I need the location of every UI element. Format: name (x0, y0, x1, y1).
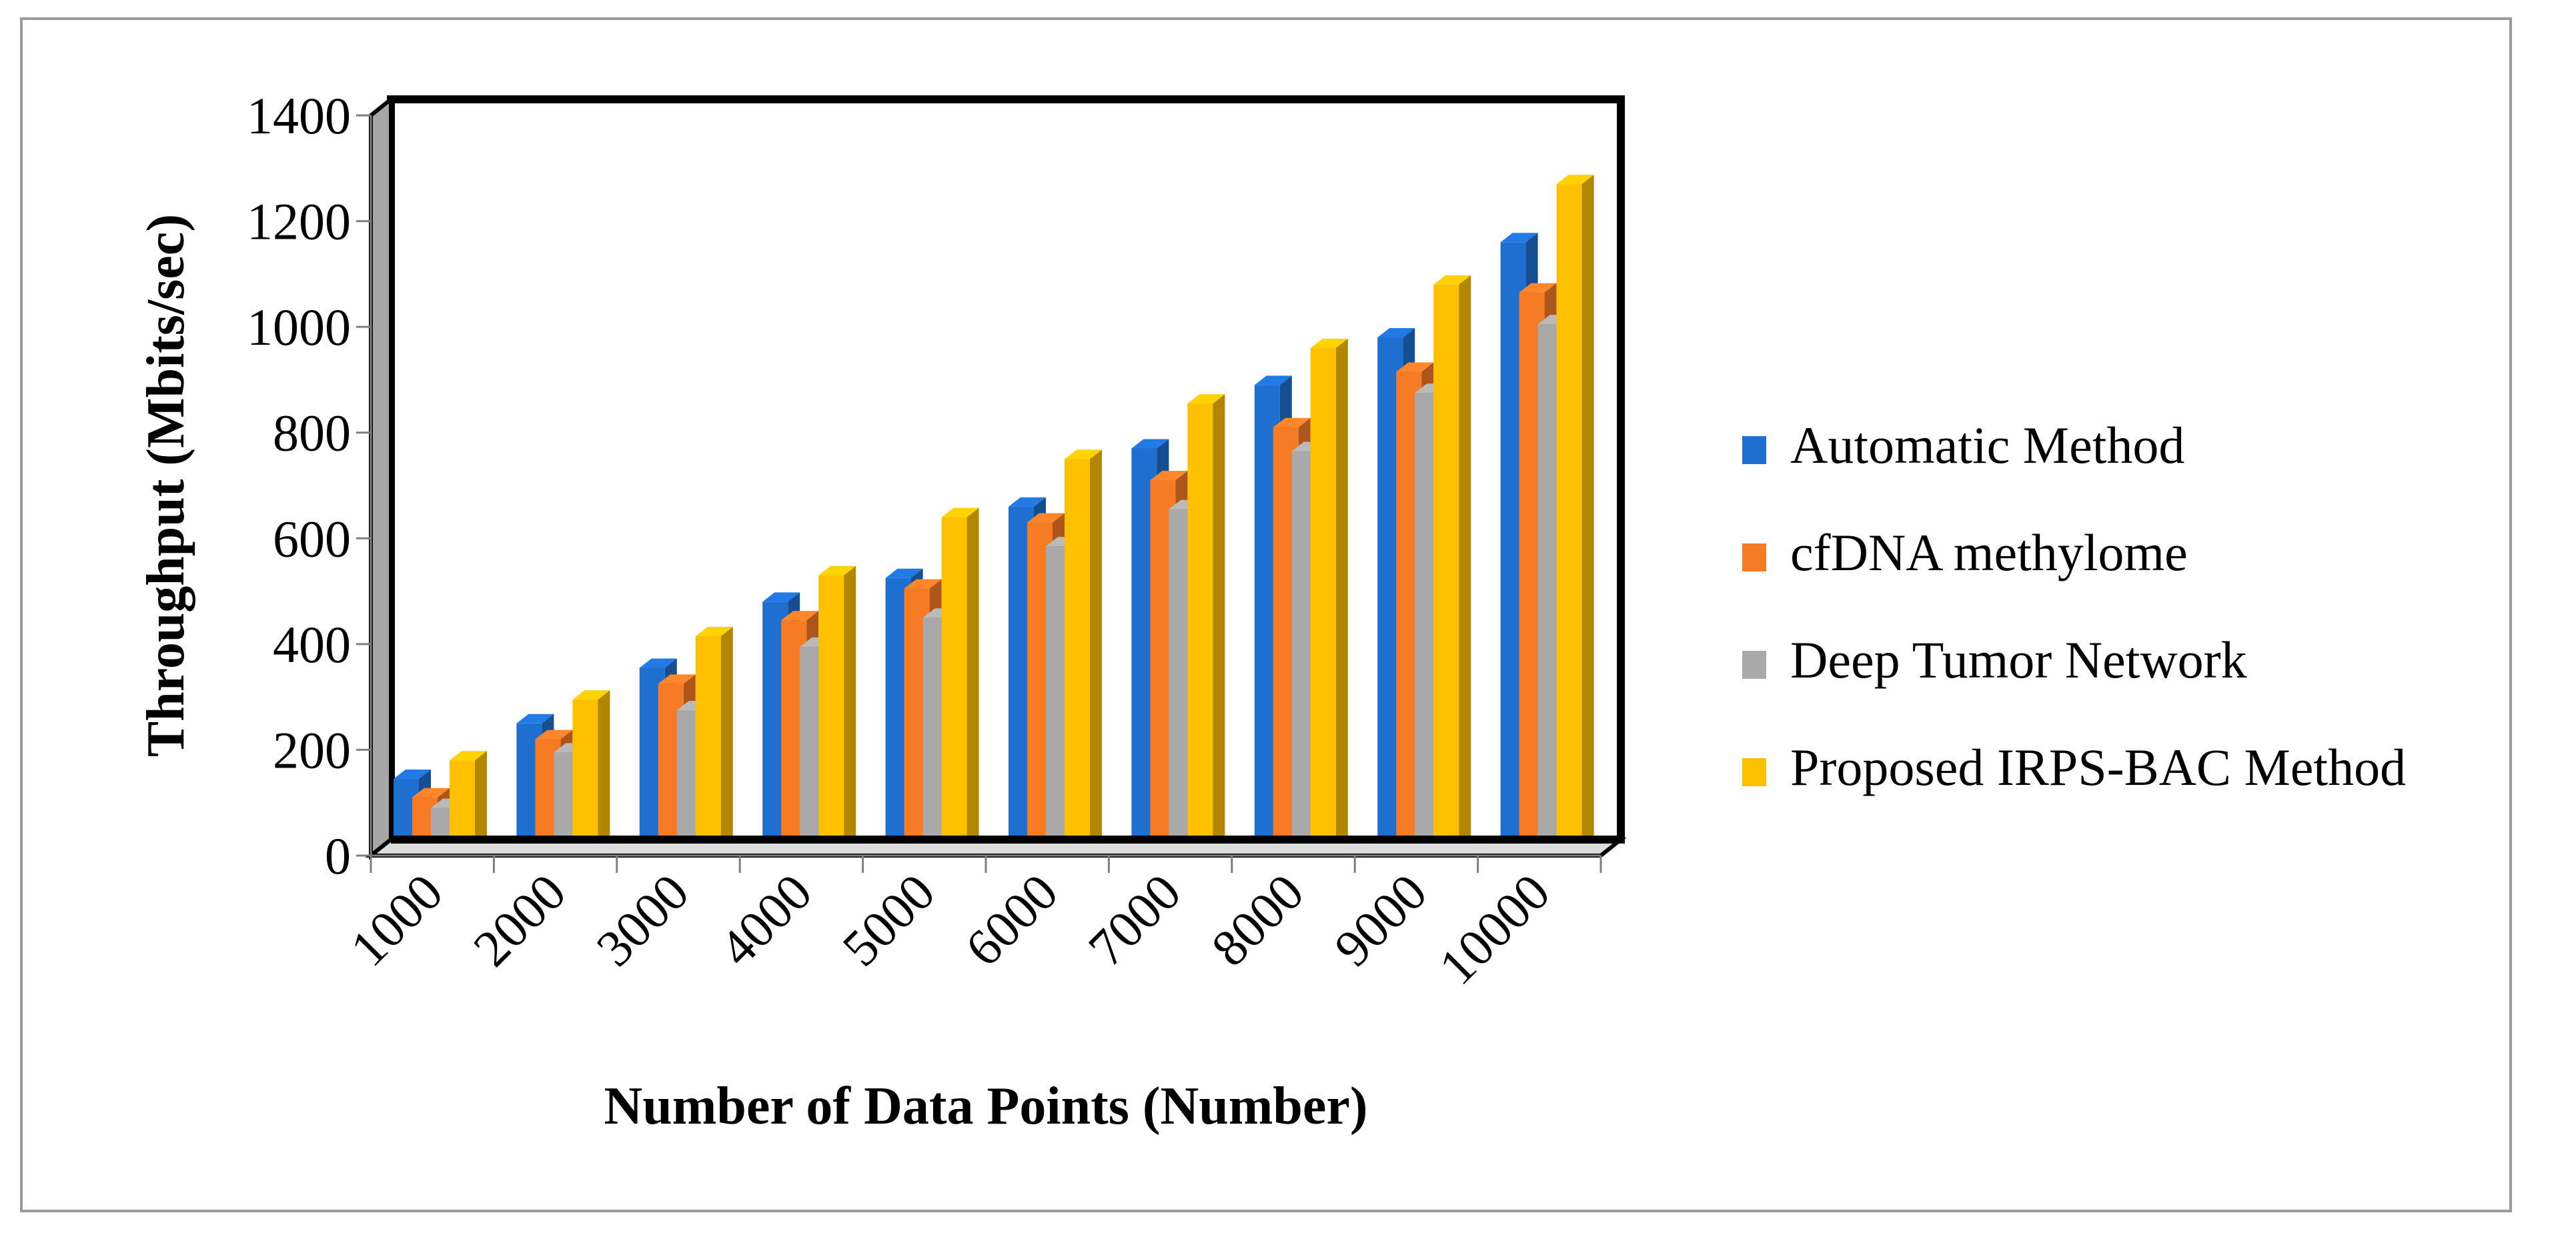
bar-top (1254, 375, 1292, 385)
bar-top (1027, 513, 1065, 523)
bar-front (1065, 459, 1090, 856)
bar-top (781, 611, 819, 621)
bar-3000-3 (695, 626, 733, 856)
legend-label: Proposed IRPS-BAC Method (1790, 738, 2406, 796)
x-tick-label: 5000 (831, 863, 946, 978)
bar-side (1213, 394, 1225, 856)
bar-top (639, 658, 677, 668)
bar-side (720, 626, 733, 856)
legend-swatch (1742, 651, 1766, 679)
bar-top (1009, 497, 1046, 507)
bar-side (1090, 449, 1102, 856)
bar-top (695, 626, 733, 636)
legend-swatch (1742, 758, 1766, 786)
legend-swatch (1742, 436, 1766, 464)
bar-9000-3 (1433, 275, 1471, 856)
x-tick-label: 8000 (1200, 863, 1315, 978)
bar-side (1335, 338, 1348, 856)
bar-top (450, 751, 487, 761)
legend-item-2: Deep Tumor Network (1742, 631, 2247, 689)
bar-top (1310, 338, 1348, 348)
x-tick-label: 6000 (954, 863, 1069, 978)
y-tick-label: 1200 (247, 193, 351, 251)
bar-5000-3 (941, 507, 979, 856)
y-tick-label: 600 (273, 509, 351, 567)
bar-side (598, 690, 610, 856)
bar-top (1556, 175, 1594, 185)
legend-label: Automatic Method (1790, 416, 2184, 474)
y-tick-label: 200 (273, 721, 351, 779)
bar-front (1433, 284, 1459, 856)
x-tick-label: 10000 (1427, 863, 1560, 996)
bar-top (658, 674, 696, 684)
bar-top (572, 690, 610, 700)
y-tick-label: 800 (273, 404, 351, 462)
x-tick-label: 3000 (585, 863, 700, 978)
bar-front (1556, 184, 1582, 856)
x-tick-label: 9000 (1323, 863, 1438, 978)
x-tick-label: 4000 (708, 863, 823, 978)
bar-7000-3 (1187, 394, 1225, 856)
bar-2000-3 (572, 690, 610, 856)
bar-front (818, 575, 844, 856)
x-tick-label: 1000 (339, 863, 454, 978)
bar-top (1500, 233, 1538, 243)
bar-top (1131, 439, 1169, 449)
bar-side (1581, 175, 1594, 856)
bar-front (1310, 347, 1336, 856)
bar-10000-3 (1556, 175, 1594, 856)
y-tick-label: 400 (273, 615, 351, 674)
bar-side (475, 751, 487, 856)
bar-side (967, 507, 979, 856)
bar-6000-3 (1065, 449, 1102, 856)
bar-front (572, 700, 598, 856)
bar-8000-3 (1310, 338, 1348, 856)
x-axis-ticks: 1000 2000 3000 4000 5000 6000 7000 8000 90001000… (339, 854, 1602, 996)
bar-top (516, 714, 554, 724)
bar-4000-3 (818, 565, 856, 856)
bar-top (885, 568, 923, 578)
y-axis-title: Throughput (Mbits/sec) (137, 214, 195, 757)
bar-top (818, 565, 856, 575)
legend-label: Deep Tumor Network (1790, 631, 2247, 689)
left-wall (369, 95, 393, 860)
bar-side (844, 565, 856, 856)
bar-top (904, 579, 942, 589)
bar-top (412, 788, 450, 798)
legend-label: cfDNA methylome (1790, 523, 2188, 581)
bar-top (1273, 417, 1311, 427)
bar-top (394, 770, 431, 780)
bar-top (1396, 362, 1434, 372)
bar-top (1377, 328, 1415, 337)
bar-top (762, 592, 800, 602)
bar-top (1065, 449, 1102, 459)
x-tick-label: 2000 (462, 863, 577, 978)
plot-floor (365, 836, 1627, 858)
y-tick-label: 1000 (247, 298, 351, 356)
bar-top (1187, 394, 1225, 404)
bar-front (941, 517, 967, 856)
bar-top (535, 730, 573, 740)
legend-item-3: Proposed IRPS-BAC Method (1742, 738, 2406, 796)
x-axis-title: Number of Data Points (Number) (604, 1077, 1367, 1136)
bar-top (1433, 275, 1471, 285)
y-tick-label: 0 (325, 827, 351, 885)
bar-top (941, 507, 979, 517)
y-tick-label: 1400 (247, 87, 351, 145)
legend-item-0: Automatic Method (1742, 416, 2184, 474)
bars (394, 175, 1594, 856)
bar-top (1519, 283, 1557, 293)
legend: Automatic Method cfDNA methylome Deep Tumo… (1742, 416, 2406, 796)
bar-top (1150, 471, 1188, 481)
x-tick-label: 7000 (1077, 863, 1192, 978)
legend-item-1: cfDNA methylome (1742, 523, 2188, 581)
bar-side (1459, 275, 1471, 856)
legend-swatch (1742, 543, 1766, 571)
y-axis-ticks: 0 200 400 600 800 1000 1200 1400 (247, 87, 372, 885)
bar-front (1187, 403, 1213, 856)
bar-front (695, 636, 721, 856)
